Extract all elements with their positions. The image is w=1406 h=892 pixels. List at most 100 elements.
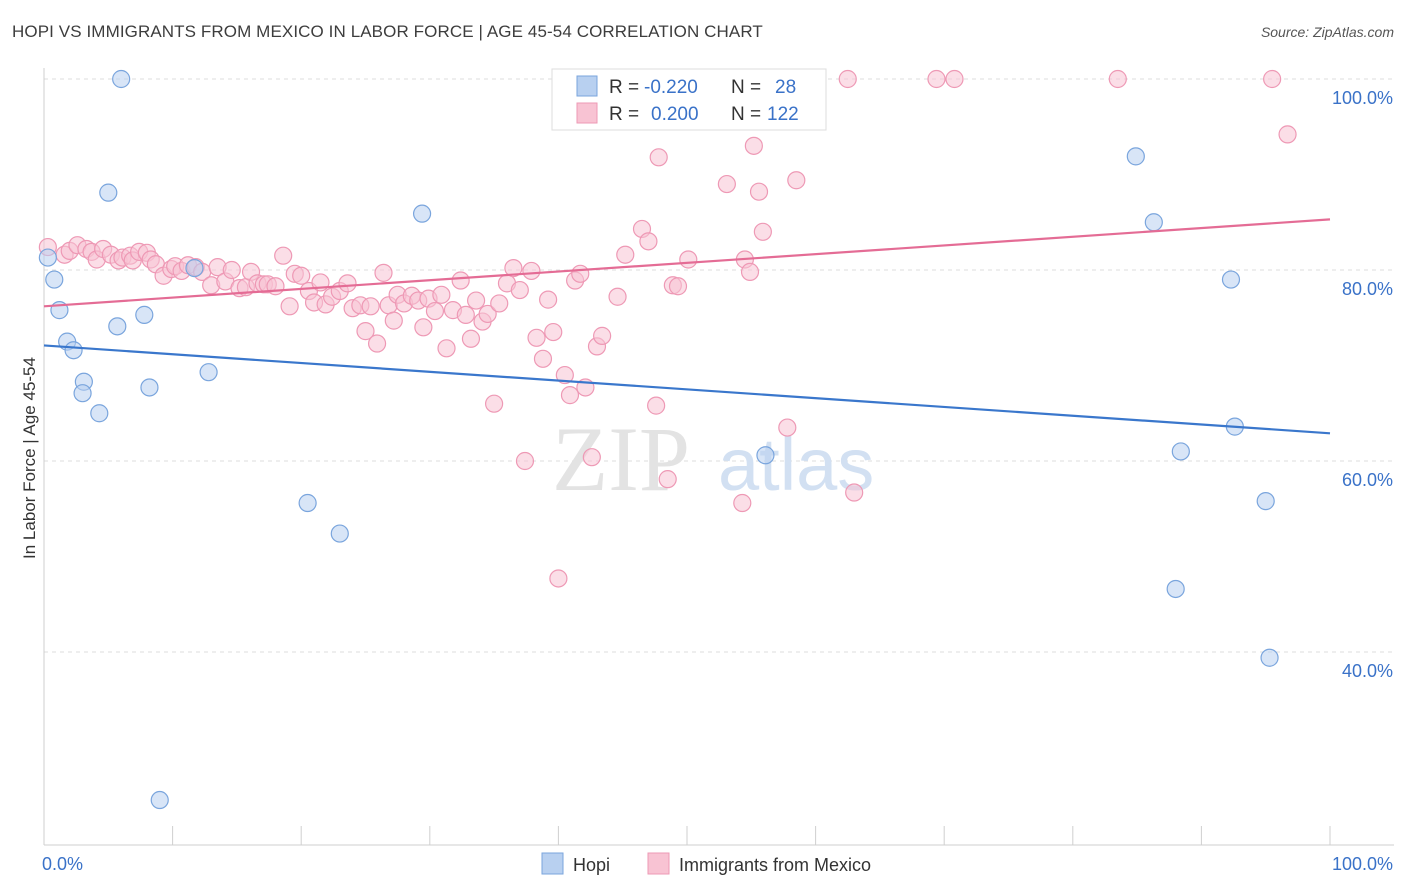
legend-bottom-mexico-swatch (647, 852, 670, 875)
mexico-point-120 (1278, 125, 1297, 144)
hopi-point-0 (38, 248, 57, 267)
chart-title: HOPI VS IMMIGRANTS FROM MEXICO IN LABOR … (12, 22, 763, 41)
watermark-zip: ZIP (552, 408, 690, 510)
mexico-point-96 (647, 396, 666, 415)
legend-mexico-n-label: N = (731, 104, 761, 125)
mexico-point-115 (845, 483, 864, 502)
mexico-point-92 (616, 245, 635, 264)
y-tick-label-80: 80.0% (1342, 279, 1393, 299)
mexico-point-107 (744, 136, 763, 155)
mexico-point-91 (608, 287, 627, 306)
mexico-point-82 (555, 365, 574, 385)
grid-lines (44, 78, 1394, 653)
hopi-point-15 (199, 363, 218, 382)
mexico-point-61 (432, 285, 451, 304)
mexico-point-89 (593, 326, 612, 345)
mexico-trend-line (43, 218, 1331, 308)
hopi-point-18 (412, 204, 432, 223)
hopi-point-1 (45, 270, 64, 289)
y-tick-labels: 100.0% 80.0% 60.0% 40.0% (1332, 88, 1393, 681)
legend-top-box (551, 68, 827, 131)
hopi-point-10 (112, 69, 131, 89)
mexico-point-116 (927, 69, 946, 89)
hopi-point-19 (756, 446, 775, 465)
mexico-point-64 (451, 271, 470, 290)
mexico-point-104 (733, 493, 752, 513)
legend-mexico-r-value: 0.200 (651, 104, 699, 125)
mexico-point-48 (356, 322, 375, 341)
hopi-point-26 (1256, 492, 1275, 511)
mexico-point-66 (461, 329, 481, 348)
source-label: Source: ZipAtlas.com (1260, 24, 1394, 40)
y-tick-label-60: 60.0% (1342, 470, 1393, 490)
hopi-point-12 (140, 378, 159, 397)
mexico-point-74 (510, 280, 529, 300)
x-tick-label-0: 0.0% (42, 854, 83, 874)
hopi-point-6 (73, 384, 92, 403)
mexico-point-62 (437, 339, 456, 358)
legend-bottom-mexico-label: Immigrants from Mexico (679, 855, 871, 875)
mexico-point-83 (560, 386, 580, 405)
mexico-point-101 (679, 250, 698, 269)
mexico-point-45 (338, 274, 357, 293)
mexico-point-51 (374, 263, 393, 282)
mexico-point-80 (544, 322, 563, 342)
mexico-point-79 (539, 290, 558, 309)
x-axis-ticks (43, 826, 1331, 845)
legend-bottom: Hopi Immigrants from Mexico (541, 852, 871, 875)
mexico-point-85 (571, 264, 590, 283)
mexico-point-58 (414, 318, 433, 337)
mexico-point-87 (582, 448, 601, 467)
mexico-point-100 (668, 277, 688, 296)
mexico-point-38 (292, 266, 311, 285)
hopi-point-17 (330, 524, 349, 543)
mexico-point-70 (485, 394, 504, 413)
legend-hopi-r-label: R = (609, 77, 639, 98)
legend-hopi-n-label: N = (731, 77, 761, 98)
mexico-point-114 (838, 69, 857, 89)
mexico-point-77 (527, 328, 546, 347)
mexico-point-106 (740, 262, 760, 282)
hopi-point-25 (1221, 270, 1241, 289)
mexico-point-34 (266, 277, 285, 296)
legend-hopi-n-value: 28 (775, 77, 796, 98)
hopi-point-27 (1260, 648, 1279, 667)
legend-mexico-r-label: R = (609, 104, 639, 125)
mexico-point-97 (649, 148, 668, 167)
hopi-point-13 (150, 790, 169, 810)
legend-bottom-hopi-label: Hopi (573, 855, 610, 875)
hopi-point-9 (108, 317, 127, 336)
legend-mexico-swatch (576, 102, 598, 124)
mexico-point-109 (753, 222, 772, 241)
mexico-point-53 (384, 311, 403, 330)
mexico-point-65 (456, 305, 475, 324)
mexico-point-95 (639, 232, 658, 251)
mexico-point-117 (945, 69, 964, 89)
mexico-point-35 (274, 246, 293, 265)
mexico-point-98 (658, 470, 677, 489)
mexico-point-50 (367, 334, 387, 353)
mexico-point-71 (490, 294, 509, 313)
series-mexico-points (38, 69, 1297, 588)
hopi-trend-line (43, 344, 1331, 435)
mexico-point-76 (522, 261, 541, 281)
mexico-point-49 (361, 297, 380, 316)
y-axis-label: In Labor Force | Age 45-54 (20, 357, 39, 559)
mexico-point-60 (425, 301, 445, 321)
mexico-point-112 (787, 171, 806, 190)
mexico-point-67 (466, 291, 486, 310)
mexico-point-119 (1263, 69, 1282, 89)
mexico-point-108 (749, 182, 769, 201)
mexico-point-73 (504, 258, 523, 278)
mexico-point-27 (222, 260, 241, 280)
hopi-point-14 (185, 258, 204, 278)
hopi-point-22 (1171, 442, 1190, 461)
hopi-point-7 (90, 404, 109, 423)
hopi-point-8 (99, 183, 118, 202)
legend-bottom-hopi-swatch (541, 852, 564, 875)
legend-top: R = -0.220 N = 28 R = 0.200 N = 122 (551, 68, 827, 131)
legend-mexico-n-value: 122 (767, 104, 799, 125)
hopi-point-21 (1144, 213, 1163, 232)
legend-hopi-r-value: -0.220 (644, 77, 698, 98)
